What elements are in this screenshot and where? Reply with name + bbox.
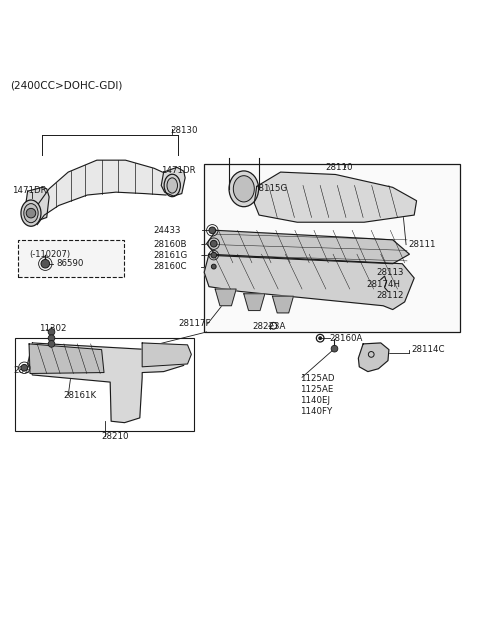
Circle shape xyxy=(331,345,338,352)
Polygon shape xyxy=(29,344,104,373)
Text: 1125AD: 1125AD xyxy=(300,374,334,383)
Text: 28115G: 28115G xyxy=(253,184,288,193)
Bar xyxy=(204,163,459,332)
Text: 28111: 28111 xyxy=(408,240,435,249)
Text: 28113: 28113 xyxy=(376,268,404,277)
Circle shape xyxy=(48,329,55,335)
Polygon shape xyxy=(25,188,49,221)
Circle shape xyxy=(48,340,55,347)
Polygon shape xyxy=(273,296,293,313)
Ellipse shape xyxy=(21,200,41,226)
Text: 1140EJ: 1140EJ xyxy=(300,396,330,405)
Text: 1471DR: 1471DR xyxy=(161,166,196,175)
Text: 1140FY: 1140FY xyxy=(300,407,332,415)
Polygon shape xyxy=(206,230,409,264)
Text: 28117F: 28117F xyxy=(178,319,210,329)
Text: 28174H: 28174H xyxy=(366,279,400,289)
Polygon shape xyxy=(37,160,171,225)
Text: 1125AE: 1125AE xyxy=(300,385,333,394)
Text: 28130: 28130 xyxy=(171,125,198,135)
Text: 28161K: 28161K xyxy=(63,391,96,400)
Text: 28160B: 28160B xyxy=(13,366,47,374)
Bar xyxy=(15,338,194,431)
Ellipse shape xyxy=(164,175,180,197)
Circle shape xyxy=(211,252,216,258)
Polygon shape xyxy=(142,343,192,367)
Circle shape xyxy=(26,209,36,218)
Text: 11302: 11302 xyxy=(38,324,66,333)
Polygon shape xyxy=(161,167,185,196)
FancyBboxPatch shape xyxy=(18,240,124,276)
Text: 28112: 28112 xyxy=(376,291,404,300)
Text: 28210: 28210 xyxy=(102,432,129,442)
Polygon shape xyxy=(244,294,265,310)
Text: 28160C: 28160C xyxy=(153,262,187,271)
Ellipse shape xyxy=(229,171,259,207)
Text: 28110: 28110 xyxy=(325,163,352,172)
Text: 24433: 24433 xyxy=(153,226,180,235)
Text: 86590: 86590 xyxy=(56,259,84,268)
Circle shape xyxy=(48,335,55,342)
Polygon shape xyxy=(204,254,414,309)
Circle shape xyxy=(211,264,216,269)
Text: 28160A: 28160A xyxy=(330,333,363,343)
Text: (-110207): (-110207) xyxy=(29,250,70,259)
Ellipse shape xyxy=(24,204,38,223)
Text: 28161G: 28161G xyxy=(153,251,187,260)
Text: 1471DR: 1471DR xyxy=(12,186,47,195)
Circle shape xyxy=(210,240,217,247)
Polygon shape xyxy=(215,289,236,306)
Ellipse shape xyxy=(233,176,254,202)
Text: 28114C: 28114C xyxy=(412,345,445,354)
Circle shape xyxy=(41,260,49,268)
Polygon shape xyxy=(28,343,184,423)
Text: (2400CC>DOHC-GDI): (2400CC>DOHC-GDI) xyxy=(10,80,122,90)
Circle shape xyxy=(319,337,322,340)
Text: 28160B: 28160B xyxy=(153,240,187,249)
Circle shape xyxy=(21,365,28,371)
Ellipse shape xyxy=(167,178,178,193)
Polygon shape xyxy=(254,172,417,222)
Polygon shape xyxy=(359,343,389,371)
Circle shape xyxy=(209,227,216,233)
Text: 28223A: 28223A xyxy=(252,322,285,331)
